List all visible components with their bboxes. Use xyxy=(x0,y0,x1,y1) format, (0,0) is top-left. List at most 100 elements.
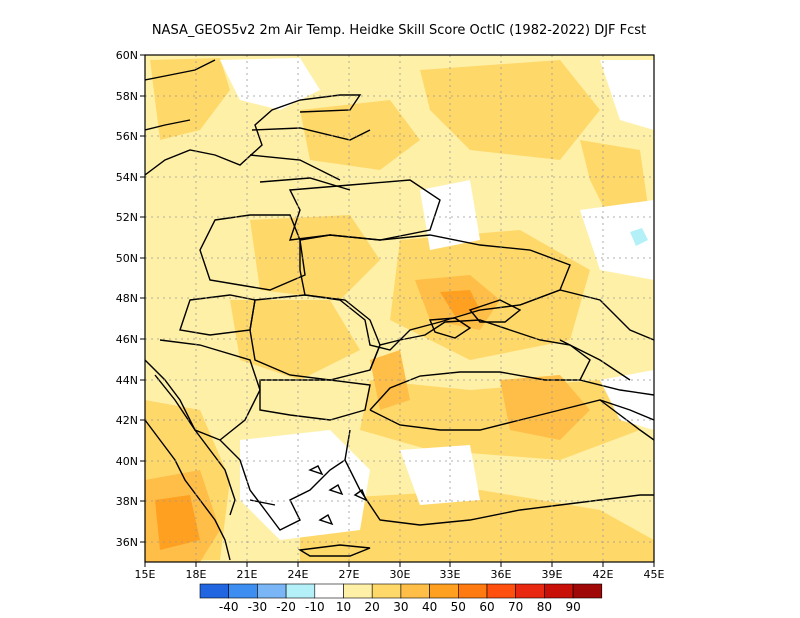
lon-tick-label-33: 33E xyxy=(440,568,461,581)
lat-tick-label-54: 54N xyxy=(116,171,138,184)
border-hungary xyxy=(179,294,256,336)
colorbar-label-2: -30 xyxy=(248,600,268,614)
border-belarus xyxy=(288,179,441,241)
shade-40-turkey-core xyxy=(500,375,590,440)
lon-tick-15: 15E xyxy=(135,562,156,581)
colorbar-label-9: 50 xyxy=(451,600,466,614)
lat-axis: 60N 58N 56N 54N 52N 50N 48N 46N 44N 42N … xyxy=(116,49,145,549)
lon-tick-label-30: 30E xyxy=(390,568,411,581)
colorbar-swatch-4 xyxy=(285,583,316,599)
colorbar-swatch-1 xyxy=(199,583,230,599)
lon-tick-42: 42E xyxy=(593,562,614,581)
lat-tick-40: 40N xyxy=(116,455,145,468)
coastline-crimea xyxy=(428,317,472,339)
shade-40-romania-core xyxy=(370,350,410,410)
colorbar-label-13: 90 xyxy=(565,600,580,614)
coastline-crete xyxy=(297,544,371,557)
shade-white-greece xyxy=(240,430,370,540)
lon-tick-39: 39E xyxy=(542,562,563,581)
lat-tick-label-60: 60N xyxy=(116,49,138,62)
lon-tick-label-15: 15E xyxy=(135,568,156,581)
lat-tick-58: 58N xyxy=(116,90,145,103)
lat-tick-42: 42N xyxy=(116,414,145,427)
map-plot-area xyxy=(145,55,654,562)
colorbar-swatch-12 xyxy=(515,583,545,599)
colorbar-swatch-6 xyxy=(343,583,373,599)
colorbar-label-5: 10 xyxy=(336,600,351,614)
lat-tick-label-46: 46N xyxy=(116,333,138,346)
border-balkans xyxy=(154,339,261,441)
colorbar-swatch-9 xyxy=(429,583,459,599)
border-georgia-armenia xyxy=(579,379,654,441)
lat-tick-label-56: 56N xyxy=(116,130,138,143)
shade-white-northeast xyxy=(600,60,654,130)
border-poland xyxy=(199,214,306,291)
lat-tick-50: 50N xyxy=(116,252,145,265)
lon-tick-33: 33E xyxy=(440,562,461,581)
border-russia-caucasus xyxy=(519,289,654,381)
lon-tick-24: 24E xyxy=(288,562,309,581)
shade-30-romania xyxy=(230,300,360,380)
lat-tick-56: 56N xyxy=(116,130,145,143)
lat-tick-54: 54N xyxy=(116,171,145,184)
lat-tick-label-48: 48N xyxy=(116,292,138,305)
lat-tick-label-40: 40N xyxy=(116,455,138,468)
colorbar-swatch-5 xyxy=(314,583,344,599)
lon-tick-18: 18E xyxy=(186,562,207,581)
colorbar-label-6: 20 xyxy=(365,600,380,614)
graticule xyxy=(145,55,654,562)
skill-shading xyxy=(145,58,654,562)
lon-tick-27: 27E xyxy=(339,562,360,581)
lon-tick-label-21: 21E xyxy=(237,568,258,581)
lat-tick-label-58: 58N xyxy=(116,90,138,103)
border-bulgaria xyxy=(259,379,371,421)
shade-30-north xyxy=(150,58,230,140)
colorbar-label-7: 30 xyxy=(393,600,408,614)
lat-tick-38: 38N xyxy=(116,495,145,508)
coastline-italy xyxy=(145,359,236,561)
lat-tick-label-44: 44N xyxy=(116,374,138,387)
shade-white-east xyxy=(580,200,654,280)
shade-white-baltic xyxy=(220,58,320,110)
colorbar-label-11: 70 xyxy=(508,600,523,614)
shade-minus10-cell xyxy=(630,228,648,246)
shade-30-south xyxy=(300,490,654,562)
colorbar-swatch-2 xyxy=(228,583,258,599)
map-title: NASA_GEOS5v2 2m Air Temp. Heidke Skill S… xyxy=(152,23,646,38)
lon-tick-label-18: 18E xyxy=(186,568,207,581)
lon-tick-label-24: 24E xyxy=(288,568,309,581)
colorbar-swatch-10 xyxy=(457,583,488,599)
colorbar-swatch-11 xyxy=(486,583,517,599)
lon-tick-label-42: 42E xyxy=(593,568,614,581)
colorbar-label-8: 40 xyxy=(422,600,437,614)
shade-white-aegean xyxy=(400,445,480,505)
colorbar-swatch-8 xyxy=(400,583,430,599)
lat-tick-label-38: 38N xyxy=(116,495,138,508)
lon-tick-label-36: 36E xyxy=(491,568,512,581)
lat-tick-label-52: 52N xyxy=(116,211,138,224)
coastline-baltic xyxy=(145,94,362,176)
lon-tick-36: 36E xyxy=(491,562,512,581)
lon-tick-45: 45E xyxy=(644,562,665,581)
colorbar-swatch-7 xyxy=(371,583,402,599)
shade-50-italy xyxy=(155,495,200,550)
lon-tick-label-45: 45E xyxy=(644,568,665,581)
shade-30-russia-north xyxy=(420,60,600,160)
lon-axis: 15E 18E 21E 24E 27E 30E 33E 36E 39E 42E … xyxy=(135,562,665,581)
colorbar-label-1: -40 xyxy=(219,600,239,614)
lat-tick-44: 44N xyxy=(116,374,145,387)
lon-tick-30: 30E xyxy=(390,562,411,581)
colorbar-swatch-13 xyxy=(544,583,574,599)
colorbar-label-4: -10 xyxy=(305,600,325,614)
lat-tick-label-36: 36N xyxy=(116,536,138,549)
colorbar-swatch-3 xyxy=(257,583,287,599)
lat-tick-label-42: 42N xyxy=(116,414,138,427)
lon-tick-21: 21E xyxy=(237,562,258,581)
lat-tick-label-50: 50N xyxy=(116,252,138,265)
lat-tick-36: 36N xyxy=(116,536,145,549)
colorbar-label-12: 80 xyxy=(537,600,552,614)
colorbar-label-3: -20 xyxy=(276,600,296,614)
lat-tick-60: 60N xyxy=(116,49,145,62)
colorbar-swatch-14 xyxy=(572,583,603,599)
lat-tick-48: 48N xyxy=(116,292,145,305)
